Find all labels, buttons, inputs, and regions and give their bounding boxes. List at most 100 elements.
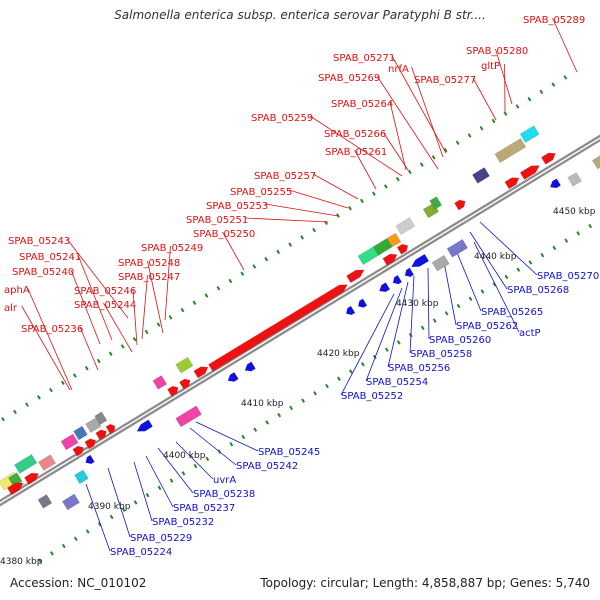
- tick-marks: [1, 75, 593, 563]
- tick-mark: [85, 529, 90, 534]
- gene-label: SPAB_05258: [410, 349, 472, 360]
- tick-mark: [289, 405, 294, 411]
- tick-mark: [444, 311, 449, 316]
- tick-mark: [228, 278, 233, 284]
- tick-mark: [240, 271, 245, 276]
- tick-mark: [588, 223, 593, 229]
- tick-mark: [192, 300, 197, 306]
- gene-label: SPAB_05242: [236, 461, 298, 472]
- leader-line: [107, 467, 131, 538]
- gene-label: SPAB_05262: [456, 321, 518, 332]
- forward-gene-arrow: [519, 165, 540, 180]
- reverse-gene-arrow: [379, 282, 390, 292]
- forward-gene-arrow: [95, 429, 107, 441]
- forward-gene-arrow: [193, 366, 209, 379]
- tick-mark: [360, 198, 364, 204]
- tick-mark: [564, 238, 569, 243]
- tick-mark: [37, 395, 41, 400]
- leader-line: [552, 17, 578, 73]
- gene-label: aphA: [4, 285, 30, 296]
- gene-label: SPAB_05238: [193, 489, 255, 500]
- tick-mark: [528, 260, 533, 265]
- leader-line: [376, 75, 439, 170]
- leader-line: [479, 221, 538, 276]
- gene-label: actP: [519, 328, 541, 339]
- tick-mark: [193, 463, 198, 469]
- tick-mark: [204, 293, 209, 298]
- tick-mark: [479, 126, 484, 131]
- gene-label: SPAB_05253: [206, 201, 268, 212]
- tick-mark: [241, 434, 246, 440]
- gene-label: SPAB_05247: [118, 272, 180, 283]
- tick-mark: [467, 133, 472, 138]
- reverse-gene-arrow: [404, 267, 414, 277]
- leader-line: [164, 245, 171, 321]
- forward-gene-arrow: [346, 269, 365, 284]
- leader-line: [79, 326, 99, 371]
- tick-mark: [480, 289, 485, 294]
- leader-line: [312, 173, 359, 200]
- tick-mark: [361, 362, 365, 367]
- leader-lines: [21, 17, 578, 552]
- tick-mark: [157, 485, 162, 491]
- tick-mark: [121, 507, 126, 512]
- forward-gene-arrow: [7, 482, 24, 496]
- gene-label: SPAB_05244: [74, 300, 136, 311]
- tick-mark: [527, 96, 532, 102]
- kbp-tick-label: 4410 kbp: [241, 399, 284, 409]
- tick-mark: [288, 242, 293, 247]
- reverse-gene-arrow: [392, 275, 402, 285]
- gene-label: SPAB_05250: [193, 229, 255, 240]
- tick-mark: [552, 245, 557, 251]
- tick-mark: [384, 347, 389, 352]
- gene-label: SPAB_05236: [21, 324, 83, 335]
- tick-mark: [349, 369, 353, 374]
- gene-label: SPAB_05232: [152, 517, 214, 528]
- leader-line: [147, 260, 164, 334]
- gene-label: SPAB_05257: [254, 171, 316, 182]
- leader-line: [66, 238, 129, 319]
- kbp-tick-label: 4380 kbp: [0, 557, 43, 567]
- kbp-tick-label: 4390 kbp: [88, 502, 131, 512]
- tick-mark: [337, 376, 341, 382]
- gene-box: [152, 375, 167, 390]
- reverse-gene-arrow: [550, 178, 561, 188]
- kbp-tick-label: 4420 kbp: [317, 349, 360, 359]
- leader-line: [340, 293, 395, 396]
- tick-mark: [156, 322, 161, 327]
- kbp-tick-label: 4400 kbp: [163, 451, 206, 461]
- kbp-ticks: 4380 kbp 4390 kbp 4400 kbp 4410 kbp 4420 kbp…: [0, 207, 596, 567]
- gene-box: [429, 196, 443, 210]
- tick-mark: [169, 478, 174, 483]
- leader-line: [85, 483, 111, 552]
- tick-mark: [515, 104, 520, 109]
- tick-mark: [348, 206, 352, 211]
- tick-mark: [432, 318, 437, 323]
- tick-mark: [72, 373, 77, 378]
- gene-label: SPAB_05280: [466, 46, 528, 57]
- tick-mark: [551, 82, 556, 87]
- tick-mark: [49, 387, 53, 393]
- leader-line: [409, 275, 415, 354]
- gene-features: [0, 125, 600, 511]
- gene-box: [60, 433, 79, 451]
- tick-mark: [265, 420, 270, 425]
- accession-text: Accession: NC_010102: [10, 576, 147, 590]
- tick-mark: [336, 213, 340, 218]
- leader-line: [264, 203, 339, 217]
- gene-label: SPAB_05255: [230, 187, 292, 198]
- tick-mark: [504, 274, 509, 280]
- kbp-tick-label: 4450 kbp: [553, 207, 596, 217]
- tick-mark: [181, 471, 186, 476]
- gene-label: SPAB_05246: [74, 286, 136, 297]
- tick-mark: [491, 118, 496, 124]
- leader-line: [70, 269, 101, 345]
- gene-box: [73, 425, 88, 441]
- gene-box: [494, 138, 527, 163]
- leader-line: [145, 455, 174, 508]
- gene-label: SPAB_05271: [333, 53, 395, 64]
- gene-label: SPAB_05277: [414, 75, 476, 86]
- tick-mark: [576, 231, 581, 236]
